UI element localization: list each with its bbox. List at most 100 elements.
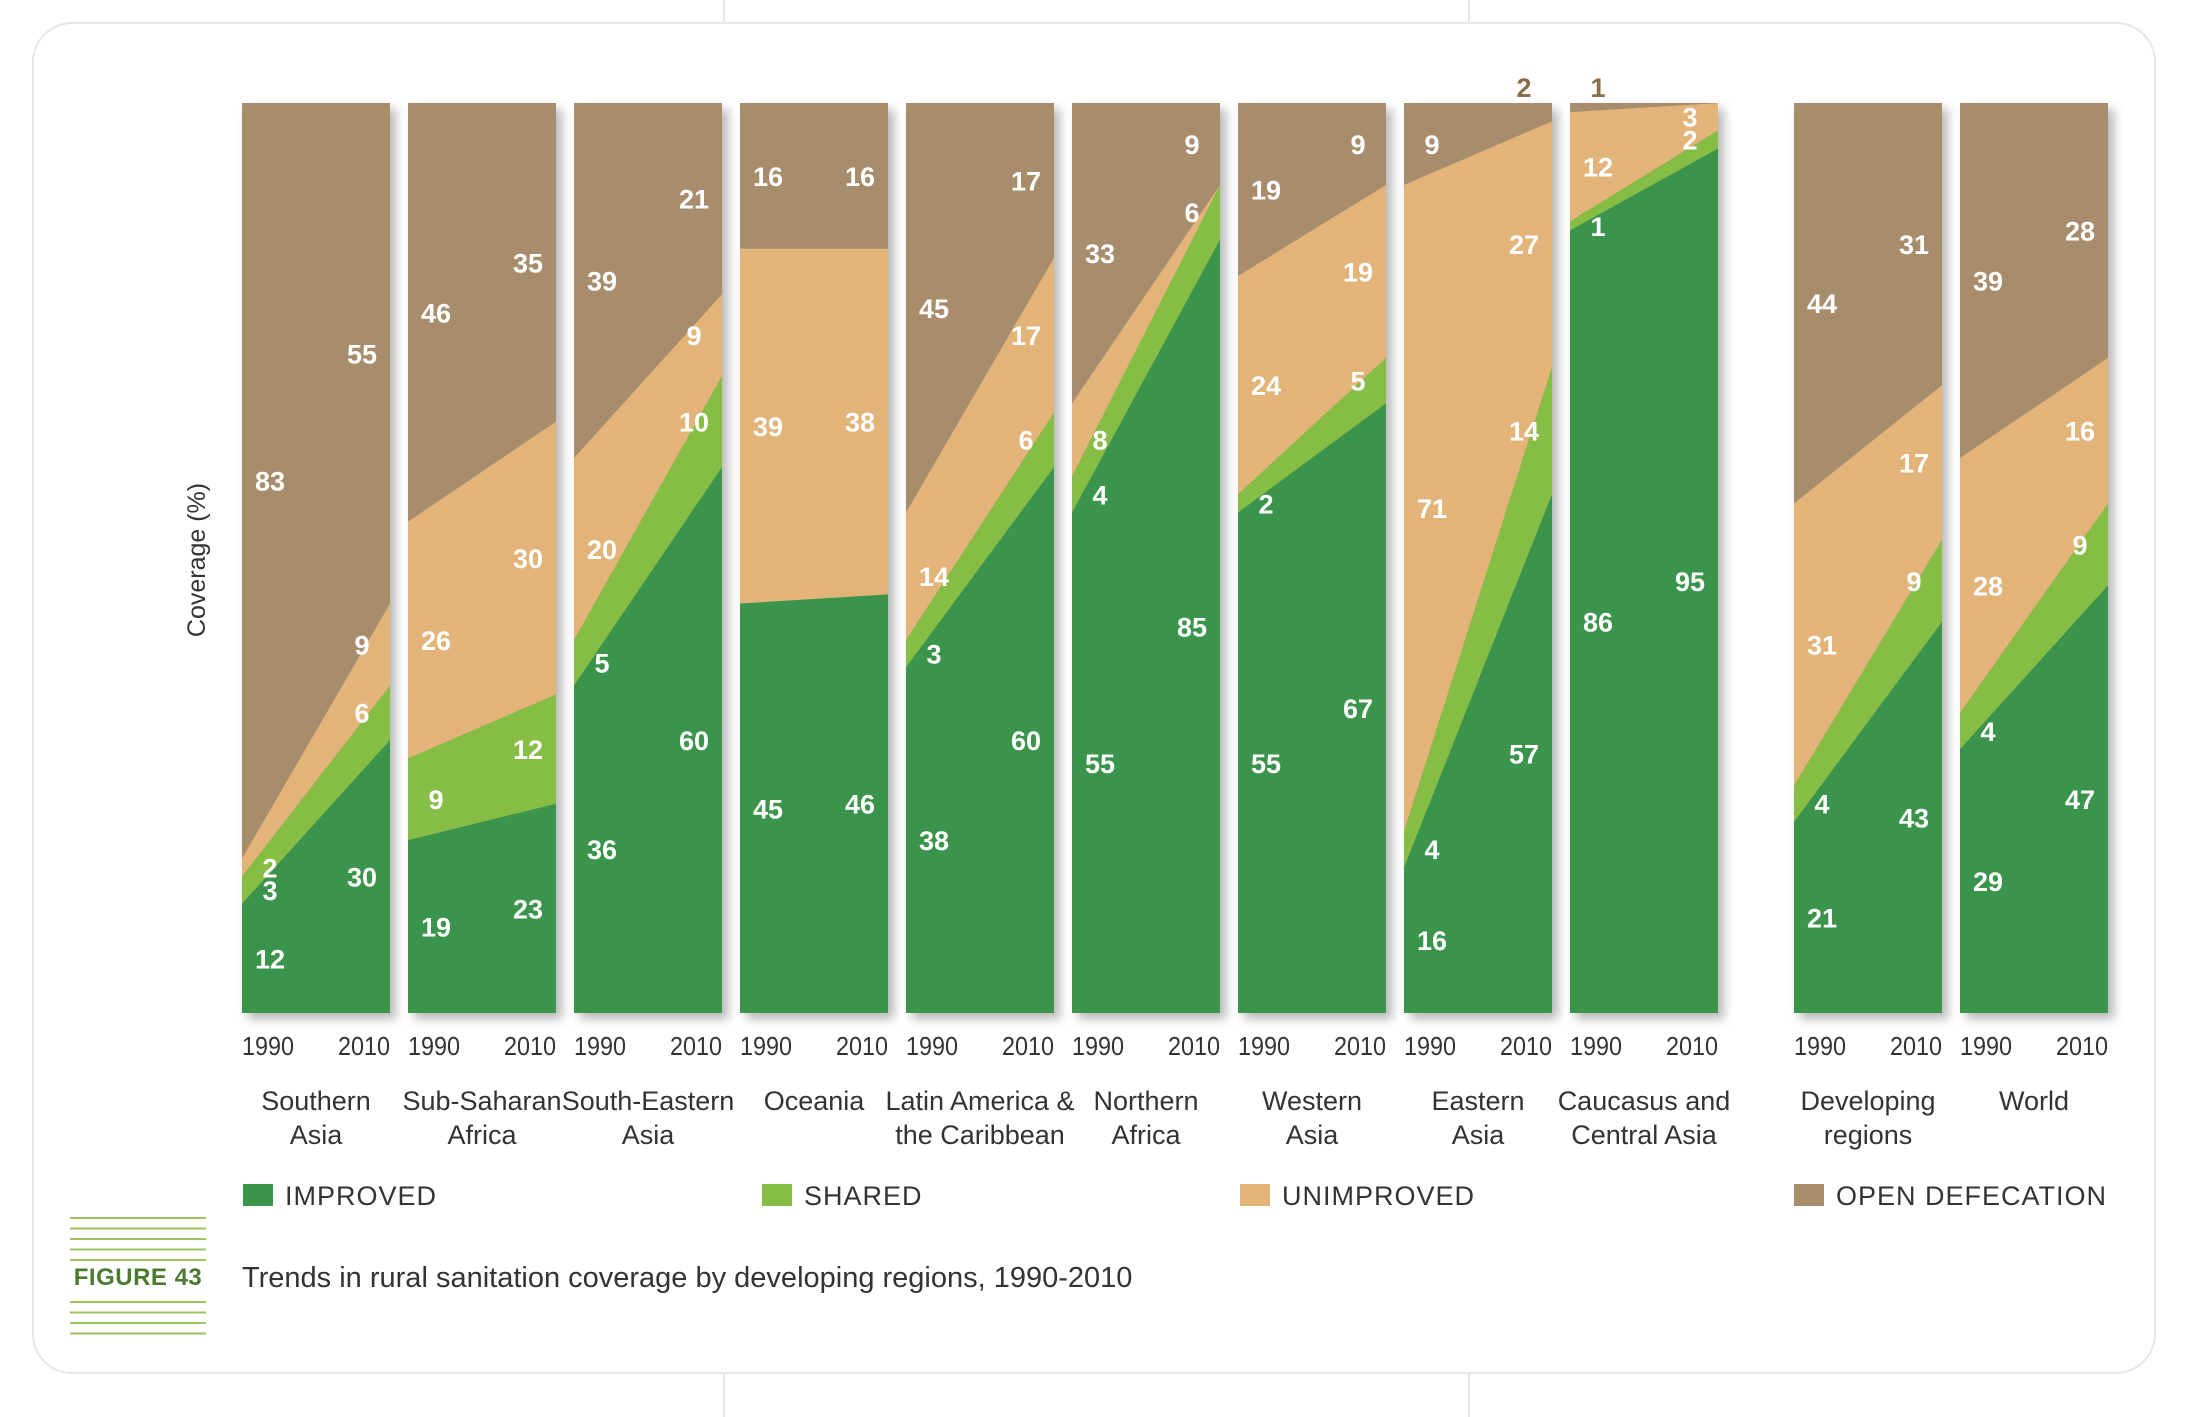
area-shared bbox=[1960, 503, 2108, 750]
data-label: 17 bbox=[1899, 448, 1929, 478]
data-label: 4 bbox=[1092, 480, 1107, 510]
data-label: 30 bbox=[513, 544, 543, 574]
data-label: 19 bbox=[421, 913, 451, 943]
page-guide-line bbox=[723, 0, 725, 22]
data-label: 28 bbox=[1973, 571, 2003, 601]
data-label: 2 bbox=[262, 853, 277, 883]
region-label: Western Asia bbox=[1262, 1086, 1362, 1150]
data-label: 9 bbox=[354, 630, 369, 660]
legend-label: OPEN DEFECATION bbox=[1836, 1181, 2107, 1211]
x-tick-label: 1990 bbox=[740, 1031, 792, 1061]
region-panel: 16 57 4 14 71 27 9 2 1990 2010 Eastern Asia bbox=[1404, 73, 1552, 1150]
region-panel: 55 85 4 6 8 33 9 1990 2010 Northern Africa bbox=[1072, 103, 1220, 1150]
data-label: 12 bbox=[1583, 153, 1613, 183]
data-label: 9 bbox=[428, 785, 443, 815]
legend-swatch bbox=[1794, 1184, 1824, 1206]
data-label: 16 bbox=[2065, 417, 2095, 447]
data-label: 95 bbox=[1675, 567, 1705, 597]
legend-item-open-defecation: OPEN DEFECATION bbox=[1794, 1181, 2107, 1211]
legend-item-improved: IMPROVED bbox=[243, 1181, 436, 1211]
data-label: 85 bbox=[1177, 612, 1207, 642]
data-label: 43 bbox=[1899, 803, 1929, 833]
area-unimproved bbox=[740, 248, 888, 604]
legend-label: SHARED bbox=[804, 1181, 923, 1211]
region-panel: 36 60 5 10 20 9 39 21 1990 2010 South-Eastern Asia bbox=[562, 103, 734, 1150]
data-label: 3 bbox=[1682, 103, 1697, 133]
area-unimproved bbox=[1960, 357, 2108, 713]
data-label: 9 bbox=[2072, 530, 2087, 560]
data-label: 45 bbox=[753, 794, 783, 824]
area-unimproved bbox=[408, 421, 556, 759]
area-shared bbox=[408, 694, 556, 841]
x-tick-label: 2010 bbox=[1890, 1031, 1942, 1061]
data-label: 36 bbox=[587, 835, 617, 865]
area-unimproved bbox=[1404, 121, 1552, 831]
x-tick-label: 2010 bbox=[338, 1031, 390, 1061]
data-label: 39 bbox=[587, 266, 617, 296]
data-label: 14 bbox=[1509, 417, 1539, 447]
data-label: 1 bbox=[1590, 212, 1605, 242]
area-improved bbox=[1960, 585, 2108, 1013]
figure-caption: FIGURE 43 Trends in rural sanitation cov… bbox=[70, 1212, 1370, 1342]
data-label: 24 bbox=[1251, 371, 1281, 401]
data-label: 21 bbox=[679, 185, 709, 215]
x-tick-label: 2010 bbox=[670, 1031, 722, 1061]
figure-label: FIGURE 43 bbox=[70, 1262, 206, 1294]
data-label: 35 bbox=[513, 248, 543, 278]
data-label: 9 bbox=[686, 321, 701, 351]
data-label: 45 bbox=[919, 294, 949, 324]
legend-label: UNIMPROVED bbox=[1282, 1181, 1475, 1211]
region-label: Northern Africa bbox=[1093, 1086, 1198, 1150]
area-open-defecation bbox=[242, 103, 390, 859]
data-label: 30 bbox=[347, 863, 377, 893]
area-improved bbox=[1404, 494, 1552, 1013]
x-tick-label: 1990 bbox=[574, 1031, 626, 1061]
data-label: 16 bbox=[845, 162, 875, 192]
data-label: 2 bbox=[1258, 489, 1273, 519]
area-improved bbox=[1794, 621, 1942, 1013]
region-label: Oceania bbox=[764, 1086, 866, 1116]
area-open-defecation bbox=[740, 103, 888, 249]
area-shared bbox=[906, 412, 1054, 668]
area-open-defecation bbox=[408, 103, 556, 522]
data-label: 17 bbox=[1011, 166, 1041, 196]
area-unimproved bbox=[574, 294, 722, 640]
data-label: 38 bbox=[845, 408, 875, 438]
region-panel: 19 23 9 12 26 30 46 35 1990 2010 Sub-Saharan Africa bbox=[402, 103, 562, 1150]
x-tick-label: 1990 bbox=[242, 1031, 294, 1061]
region-label: Latin America & the Caribbean bbox=[885, 1086, 1074, 1150]
data-label: 28 bbox=[2065, 216, 2095, 246]
x-tick-label: 2010 bbox=[1666, 1031, 1718, 1061]
data-label: 55 bbox=[347, 339, 377, 369]
legend-swatch bbox=[243, 1184, 273, 1206]
legend-swatch bbox=[762, 1184, 792, 1206]
data-label: 2 bbox=[1516, 73, 1531, 103]
data-label: 3 bbox=[262, 876, 277, 906]
page-guide-line bbox=[1468, 0, 1470, 22]
area-improved bbox=[1570, 148, 1718, 1013]
region-label: Southern Asia bbox=[261, 1086, 371, 1150]
data-label: 1 bbox=[1590, 73, 1605, 103]
data-label: 6 bbox=[354, 699, 369, 729]
region-panel: 38 60 3 6 14 17 45 17 1990 2010 Latin America & the… bbox=[885, 103, 1075, 1150]
page-guide-line bbox=[1468, 1374, 1470, 1417]
data-label: 39 bbox=[1973, 266, 2003, 296]
data-label: 2 bbox=[1682, 125, 1697, 155]
area-shared bbox=[1072, 184, 1220, 513]
area-shared bbox=[242, 685, 390, 904]
x-tick-label: 2010 bbox=[1002, 1031, 1054, 1061]
x-tick-label: 1990 bbox=[1794, 1031, 1846, 1061]
data-label: 21 bbox=[1807, 903, 1837, 933]
x-tick-label: 1990 bbox=[906, 1031, 958, 1061]
data-label: 83 bbox=[255, 467, 285, 497]
area-unimproved bbox=[1570, 103, 1718, 222]
data-label: 4 bbox=[1814, 790, 1829, 820]
data-label: 12 bbox=[255, 944, 285, 974]
x-tick-label: 2010 bbox=[1168, 1031, 1220, 1061]
data-label: 60 bbox=[679, 726, 709, 756]
area-unimproved bbox=[1238, 184, 1386, 495]
data-label: 14 bbox=[919, 562, 949, 592]
data-label: 16 bbox=[753, 162, 783, 192]
